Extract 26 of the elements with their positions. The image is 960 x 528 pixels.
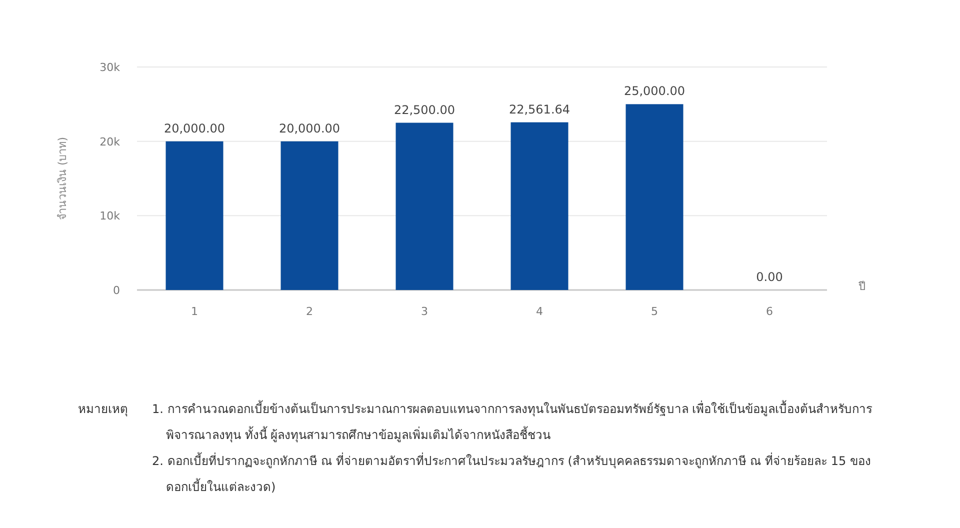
x-tick-label: 1	[191, 305, 198, 318]
data-label: 0.00	[756, 270, 783, 284]
text: 1. การคำนวณดอกเบี้ยข้างต้นเป็นการประมาณการผลตอบแทนจากการลงทุนในพันธบัตรออมทรัพย์รัฐบาล เพื่อใช้เป็นข้อมูลเบื้องต้นสำหรับการพิจารณาลงทุน ทั้งนี้ ผู้ลงทุนสามารถศึกษาข้อมูลเพิ่มเติมได้จากหนังสือชี้ชวน	[152, 399, 874, 444]
text: 2. ดอกเบี้ยที่ปรากฏจะถูกหักภาษี ณ ที่จ่ายตามอัตราที่ประกาศในประมวลรัษฎากร (สำหรับบุคคลธรรมดาจะถูกหักภาษี ณ ที่จ่ายร้อยละ 15 ของดอกเบี้ยในแต่ละงวด)	[152, 451, 872, 496]
text: หมายเหตุ	[78, 401, 128, 418]
y-axis-title: จำนวนเงิน (บาท)	[56, 136, 69, 220]
x-tick-label: 2	[306, 305, 313, 318]
data-label: 22,500.00	[394, 102, 456, 117]
x-tick-label: 4	[536, 305, 543, 318]
bar	[396, 122, 454, 290]
data-label: 25,000.00	[624, 84, 686, 98]
bar	[626, 104, 684, 290]
x-tick-label: 3	[421, 305, 428, 318]
x-tick-label: 6	[766, 305, 773, 318]
y-tick-label: 10k	[100, 210, 121, 223]
bar	[280, 141, 338, 290]
x-tick-label: 5	[651, 305, 658, 318]
x-axis-title: ปี	[858, 280, 866, 293]
y-tick-label: 20k	[100, 135, 121, 148]
bar	[510, 122, 568, 290]
data-label: 22,561.64	[508, 102, 570, 116]
y-tick-label: 30k	[100, 61, 121, 74]
y-tick-label: 0	[113, 284, 120, 297]
bar	[166, 141, 224, 290]
data-label: 20,000.00	[164, 121, 226, 136]
data-label: 20,000.00	[278, 121, 340, 136]
